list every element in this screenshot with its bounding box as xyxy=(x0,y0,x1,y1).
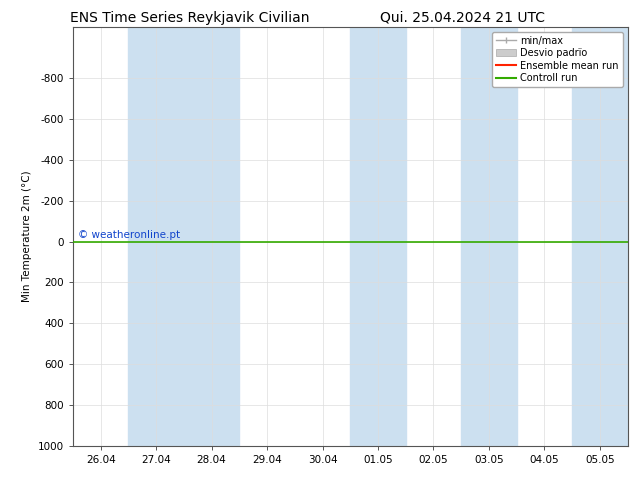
Legend: min/max, Desvio padrïo, Ensemble mean run, Controll run: min/max, Desvio padrïo, Ensemble mean ru… xyxy=(492,32,623,87)
Bar xyxy=(184,27,240,446)
Text: ENS Time Series Reykjavik Civilian: ENS Time Series Reykjavik Civilian xyxy=(70,11,310,25)
Bar xyxy=(462,27,517,446)
Bar xyxy=(573,27,628,446)
Y-axis label: Min Temperature 2m (°C): Min Temperature 2m (°C) xyxy=(22,171,32,302)
Bar xyxy=(350,27,406,446)
Text: © weatheronline.pt: © weatheronline.pt xyxy=(79,230,181,240)
Text: Qui. 25.04.2024 21 UTC: Qui. 25.04.2024 21 UTC xyxy=(380,11,545,25)
Bar xyxy=(128,27,184,446)
